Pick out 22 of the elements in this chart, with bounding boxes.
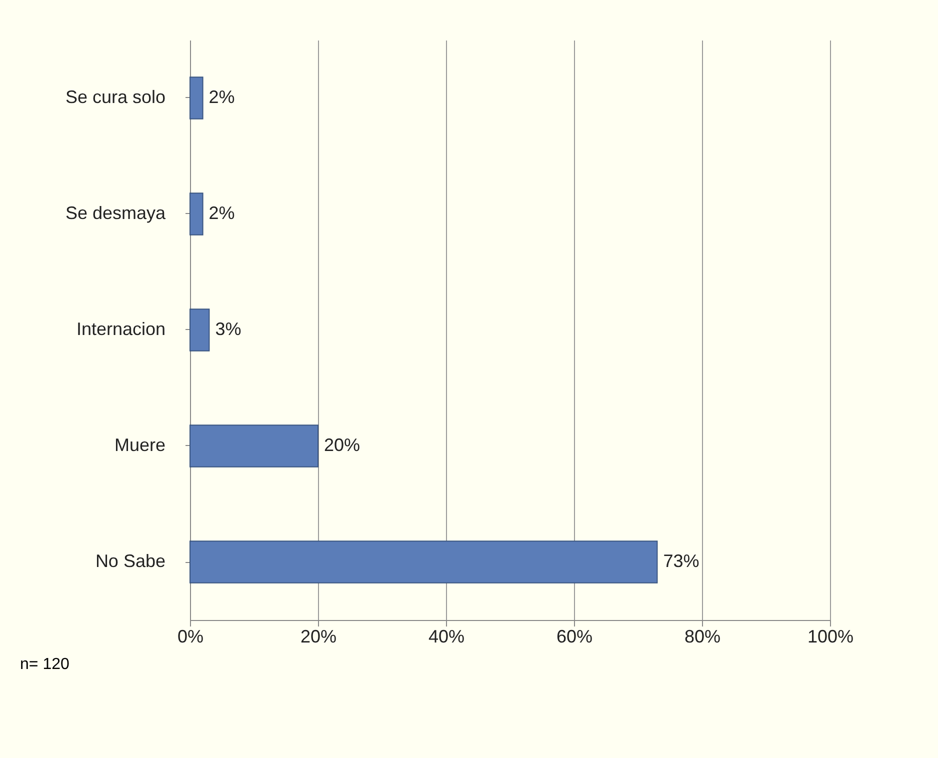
bar — [190, 76, 204, 120]
y-tick-label: No Sabe — [95, 551, 166, 571]
x-tick-label: 100% — [807, 626, 854, 646]
bar — [190, 192, 204, 236]
data-label: 3% — [215, 319, 242, 339]
data-label: 2% — [208, 203, 235, 223]
bar — [190, 424, 318, 468]
x-tick-label: 80% — [684, 626, 721, 646]
text: n= 120 — [20, 656, 70, 673]
x-tick-label: 20% — [300, 626, 337, 646]
bar — [190, 540, 658, 584]
data-label: 73% — [663, 551, 700, 571]
x-tick-label: 60% — [556, 626, 593, 646]
y-tick-label: Muere — [114, 435, 166, 455]
y-tick-label: Se desmaya — [65, 203, 166, 223]
y-tick-label: Internacion — [76, 319, 166, 339]
data-label: 2% — [208, 87, 235, 107]
x-tick-label: 40% — [428, 626, 465, 646]
x-tick-label: 0% — [177, 626, 204, 646]
y-tick-label: Se cura solo — [65, 87, 166, 107]
bar — [190, 308, 210, 352]
data-label: 20% — [324, 435, 360, 455]
